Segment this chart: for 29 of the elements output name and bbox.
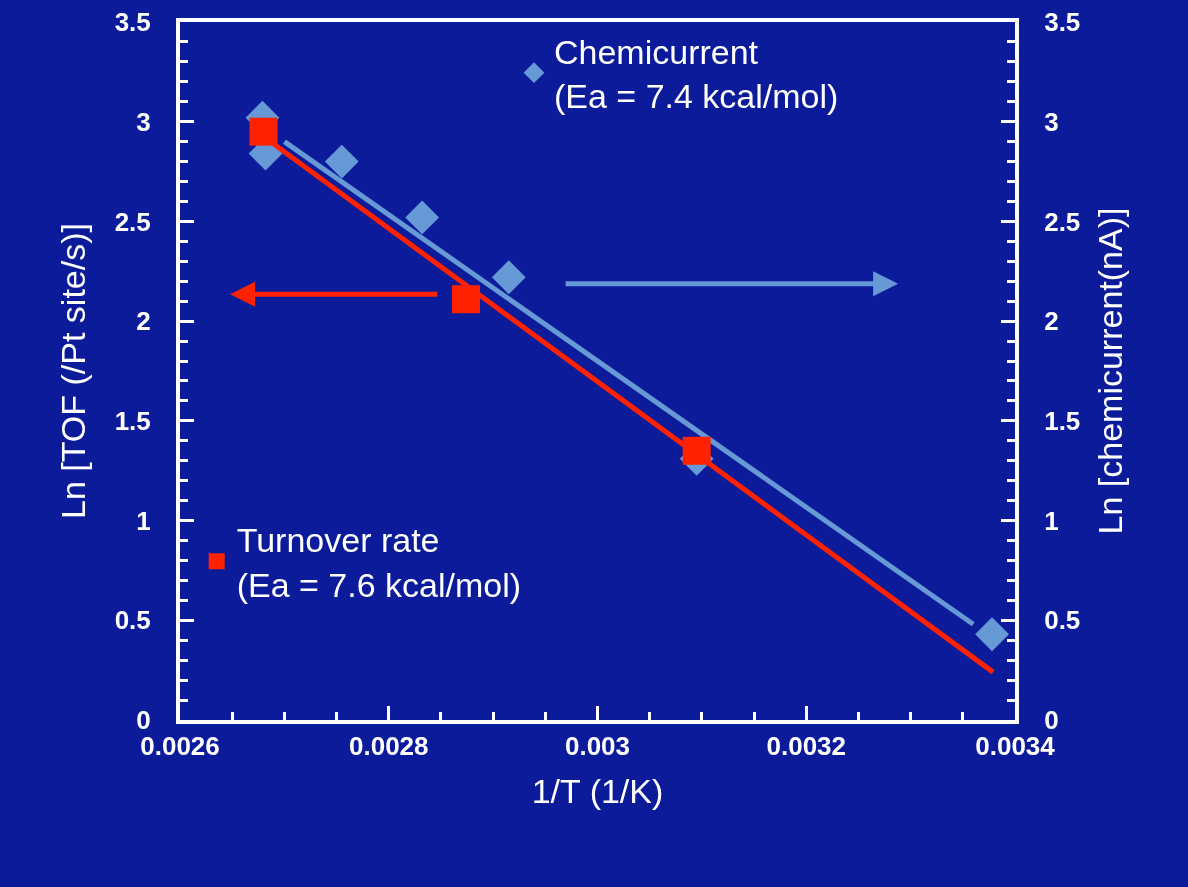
x-tick-label: 0.0028 — [348, 731, 429, 762]
y2-tick-label: 3 — [1044, 106, 1059, 137]
y-tick-label: 1 — [136, 505, 151, 536]
x-tick-label: 0.0032 — [766, 731, 847, 762]
y-tick-label: 3.5 — [114, 7, 151, 38]
point — [975, 617, 1009, 652]
y2-tick-label: 1 — [1044, 505, 1059, 536]
y2-tick-label: 1.5 — [1044, 405, 1081, 436]
y-tick-label: 2.5 — [114, 206, 151, 237]
x-axis-title: 1/T (1/K) — [531, 772, 664, 810]
y-tick-label: 0.5 — [114, 605, 151, 636]
y2-tick-label: 3.5 — [1044, 7, 1081, 38]
point — [324, 144, 359, 179]
y-axis-title: Ln [TOF (/Pt site/s)] — [53, 223, 92, 519]
point — [405, 200, 440, 235]
y-tick-label: 1.5 — [114, 405, 151, 436]
y2-tick-label: 2 — [1044, 306, 1059, 337]
legend-label: Turnover rate (Ea = 7.6 kcal/mol) — [236, 521, 522, 604]
y-tick-label: 3 — [136, 106, 151, 137]
point — [491, 260, 526, 295]
point — [682, 436, 711, 465]
point — [249, 117, 278, 146]
x-tick-label: 0.003 — [564, 731, 631, 762]
legend-label: Chemicurrent (Ea = 7.4 kcal/mol) — [554, 32, 839, 116]
y2-tick-label: 0.5 — [1044, 605, 1081, 636]
y-tick-label: 2 — [136, 306, 151, 337]
y2-axis-title: Ln [chemicurrent(nA)] — [1091, 207, 1130, 535]
point — [451, 285, 480, 314]
y2-tick-label: 2.5 — [1044, 206, 1081, 237]
